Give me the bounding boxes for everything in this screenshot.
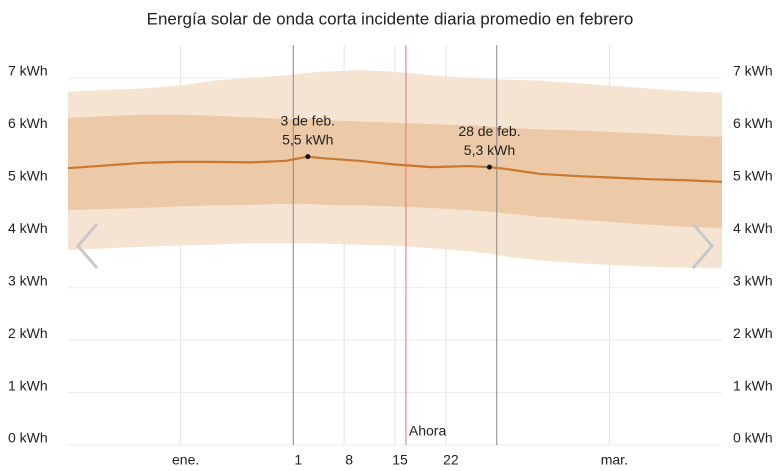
y-tick-label: 6 kWh xyxy=(8,115,48,131)
median-line xyxy=(67,155,723,183)
annotation-date: 28 de feb. xyxy=(458,123,520,139)
chart-title: Energía solar de onda corta incidente di… xyxy=(147,9,634,28)
y-tick-label: 7 kWh xyxy=(733,63,773,79)
y-tick-label: 6 kWh xyxy=(733,115,773,131)
percentile-band xyxy=(68,114,722,228)
y-tick-label: 1 kWh xyxy=(8,377,48,393)
y-tick-label: 1 kWh xyxy=(733,377,773,393)
y-tick-label: 5 kWh xyxy=(8,168,48,184)
y-tick-label: 4 kWh xyxy=(8,220,48,236)
y-tick-label: 3 kWh xyxy=(733,272,773,288)
nav-prev[interactable] xyxy=(76,223,99,269)
y-tick-label: 3 kWh xyxy=(8,272,48,288)
y-tick-label: 7 kWh xyxy=(8,63,48,79)
y-tick-label: 4 kWh xyxy=(733,220,773,236)
y-tick-label: 0 kWh xyxy=(733,430,773,446)
x-tick-label: 1 xyxy=(294,452,302,468)
now-label: Ahora xyxy=(409,423,447,439)
x-tick-label: 8 xyxy=(345,452,353,468)
x-tick-label: 22 xyxy=(443,452,459,468)
nav-next[interactable] xyxy=(691,223,714,269)
x-tick-label: mar. xyxy=(601,452,628,468)
annotation-date: 3 de feb. xyxy=(281,112,336,128)
annotation-value: 5,3 kWh xyxy=(464,142,515,158)
y-tick-label: 2 kWh xyxy=(733,325,773,341)
annotation-point xyxy=(486,164,492,170)
y-tick-label: 2 kWh xyxy=(8,325,48,341)
y-tick-label: 0 kWh xyxy=(8,430,48,446)
annotation-point xyxy=(305,154,311,160)
annotation-value: 5,5 kWh xyxy=(282,131,333,147)
x-tick-label: 15 xyxy=(392,452,408,468)
x-tick-label: ene. xyxy=(172,452,199,468)
y-tick-label: 5 kWh xyxy=(733,168,773,184)
